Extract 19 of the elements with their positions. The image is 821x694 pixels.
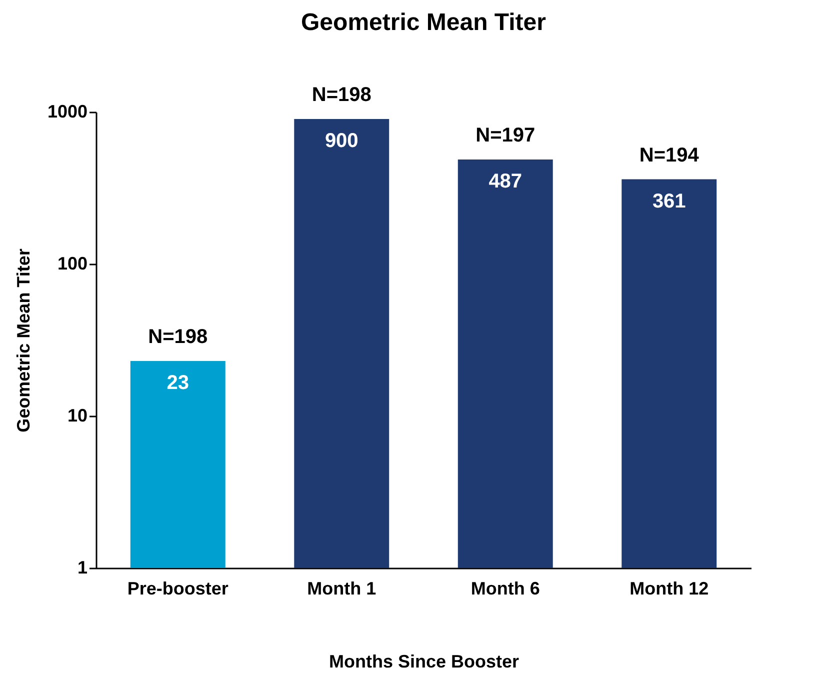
annotation: N=197 xyxy=(476,124,536,146)
data-label: 900 xyxy=(324,130,358,152)
annotation: N=194 xyxy=(639,144,700,166)
x-tick-label: Month 12 xyxy=(630,578,709,598)
data-label: 23 xyxy=(166,372,189,394)
data-label: 361 xyxy=(652,190,686,212)
y-tick-label: 10 xyxy=(67,406,88,426)
annotation: N=198 xyxy=(312,84,372,106)
y-tick-label: 1 xyxy=(77,558,88,578)
x-tick-label: Pre-booster xyxy=(127,578,228,598)
x-tick-label: Month 6 xyxy=(470,578,540,598)
data-label: 487 xyxy=(488,170,522,192)
annotation: N=198 xyxy=(148,326,208,348)
x-axis-title: Months Since Booster xyxy=(328,652,520,672)
y-tick-label: 1000 xyxy=(47,102,88,122)
y-axis-title: Geometric Mean Titer xyxy=(13,248,34,432)
y-tick-label: 100 xyxy=(57,254,88,274)
x-tick-label: Month 1 xyxy=(307,578,376,598)
chart-title: Geometric Mean Titer xyxy=(301,8,546,36)
